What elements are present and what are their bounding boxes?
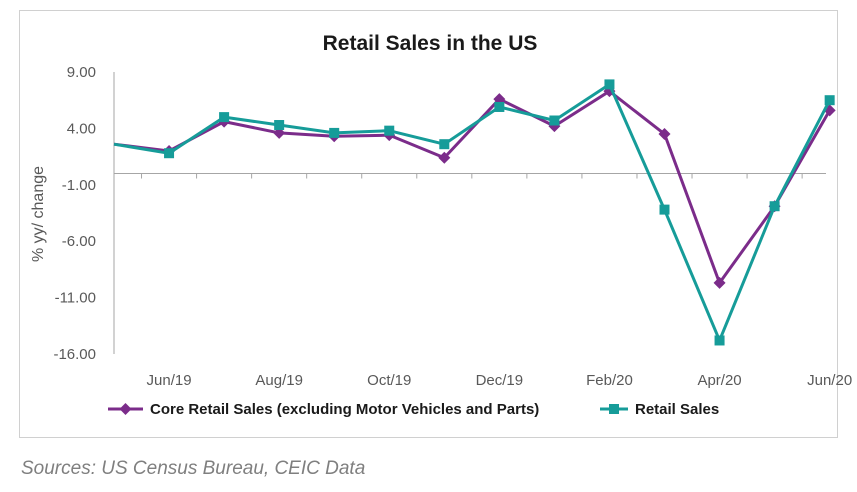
axes <box>113 72 826 354</box>
source-note: Sources: US Census Bureau, CEIC Data <box>21 458 366 479</box>
y-tick-labels: 9.00 4.00 -1.00 -6.00 -11.00 -16.00 <box>53 64 96 363</box>
data-point <box>713 276 726 289</box>
y-tick-label: 9.00 <box>67 64 96 81</box>
y-tick-label: 4.00 <box>67 120 96 137</box>
x-tick-label: Apr/20 <box>697 372 741 389</box>
x-tick-label: Jun/20 <box>807 372 852 389</box>
legend-label: Core Retail Sales (excluding Motor Vehic… <box>150 401 539 418</box>
y-axis-label: % yy/ change <box>30 166 47 262</box>
chart-title: Retail Sales in the US <box>323 32 538 55</box>
data-point <box>219 112 230 123</box>
y-tick-label: -6.00 <box>62 233 96 250</box>
data-point <box>659 204 670 215</box>
chart-frame <box>19 10 838 438</box>
data-point <box>604 79 615 90</box>
x-tick-label: Jun/19 <box>147 372 192 389</box>
series-line <box>113 82 831 342</box>
x-tick-labels: Jun/19 Aug/19 Oct/19 Dec/19 Feb/20 Apr/20 Jun/… <box>147 372 853 389</box>
data-point <box>439 139 450 150</box>
data-point <box>494 101 505 112</box>
y-tick-label: -16.00 <box>53 346 96 363</box>
data-point <box>384 125 395 136</box>
series-layer <box>113 79 836 346</box>
data-point <box>658 128 671 141</box>
legend: Core Retail Sales (excluding Motor Vehic… <box>108 401 719 418</box>
y-tick-label: -11.00 <box>55 290 96 307</box>
legend-item: Core Retail Sales (excluding Motor Vehic… <box>108 401 539 418</box>
data-point <box>549 115 560 126</box>
data-point <box>824 95 835 106</box>
data-point <box>164 148 175 159</box>
data-point <box>769 201 780 212</box>
y-tick-label: -1.00 <box>62 177 96 194</box>
series-line <box>113 89 831 285</box>
series-retail-sales <box>113 79 835 346</box>
data-point <box>274 120 285 131</box>
x-tick-label: Aug/19 <box>255 372 303 389</box>
legend-label: Retail Sales <box>635 401 719 418</box>
data-point <box>329 127 340 138</box>
x-tick-label: Oct/19 <box>367 372 411 389</box>
x-tick-label: Dec/19 <box>476 372 524 389</box>
x-tick-label: Feb/20 <box>586 372 633 389</box>
legend-marker <box>119 403 132 415</box>
legend-item: Retail Sales <box>600 401 719 418</box>
legend-marker <box>609 404 619 414</box>
data-point <box>438 151 451 164</box>
data-point <box>714 335 725 346</box>
